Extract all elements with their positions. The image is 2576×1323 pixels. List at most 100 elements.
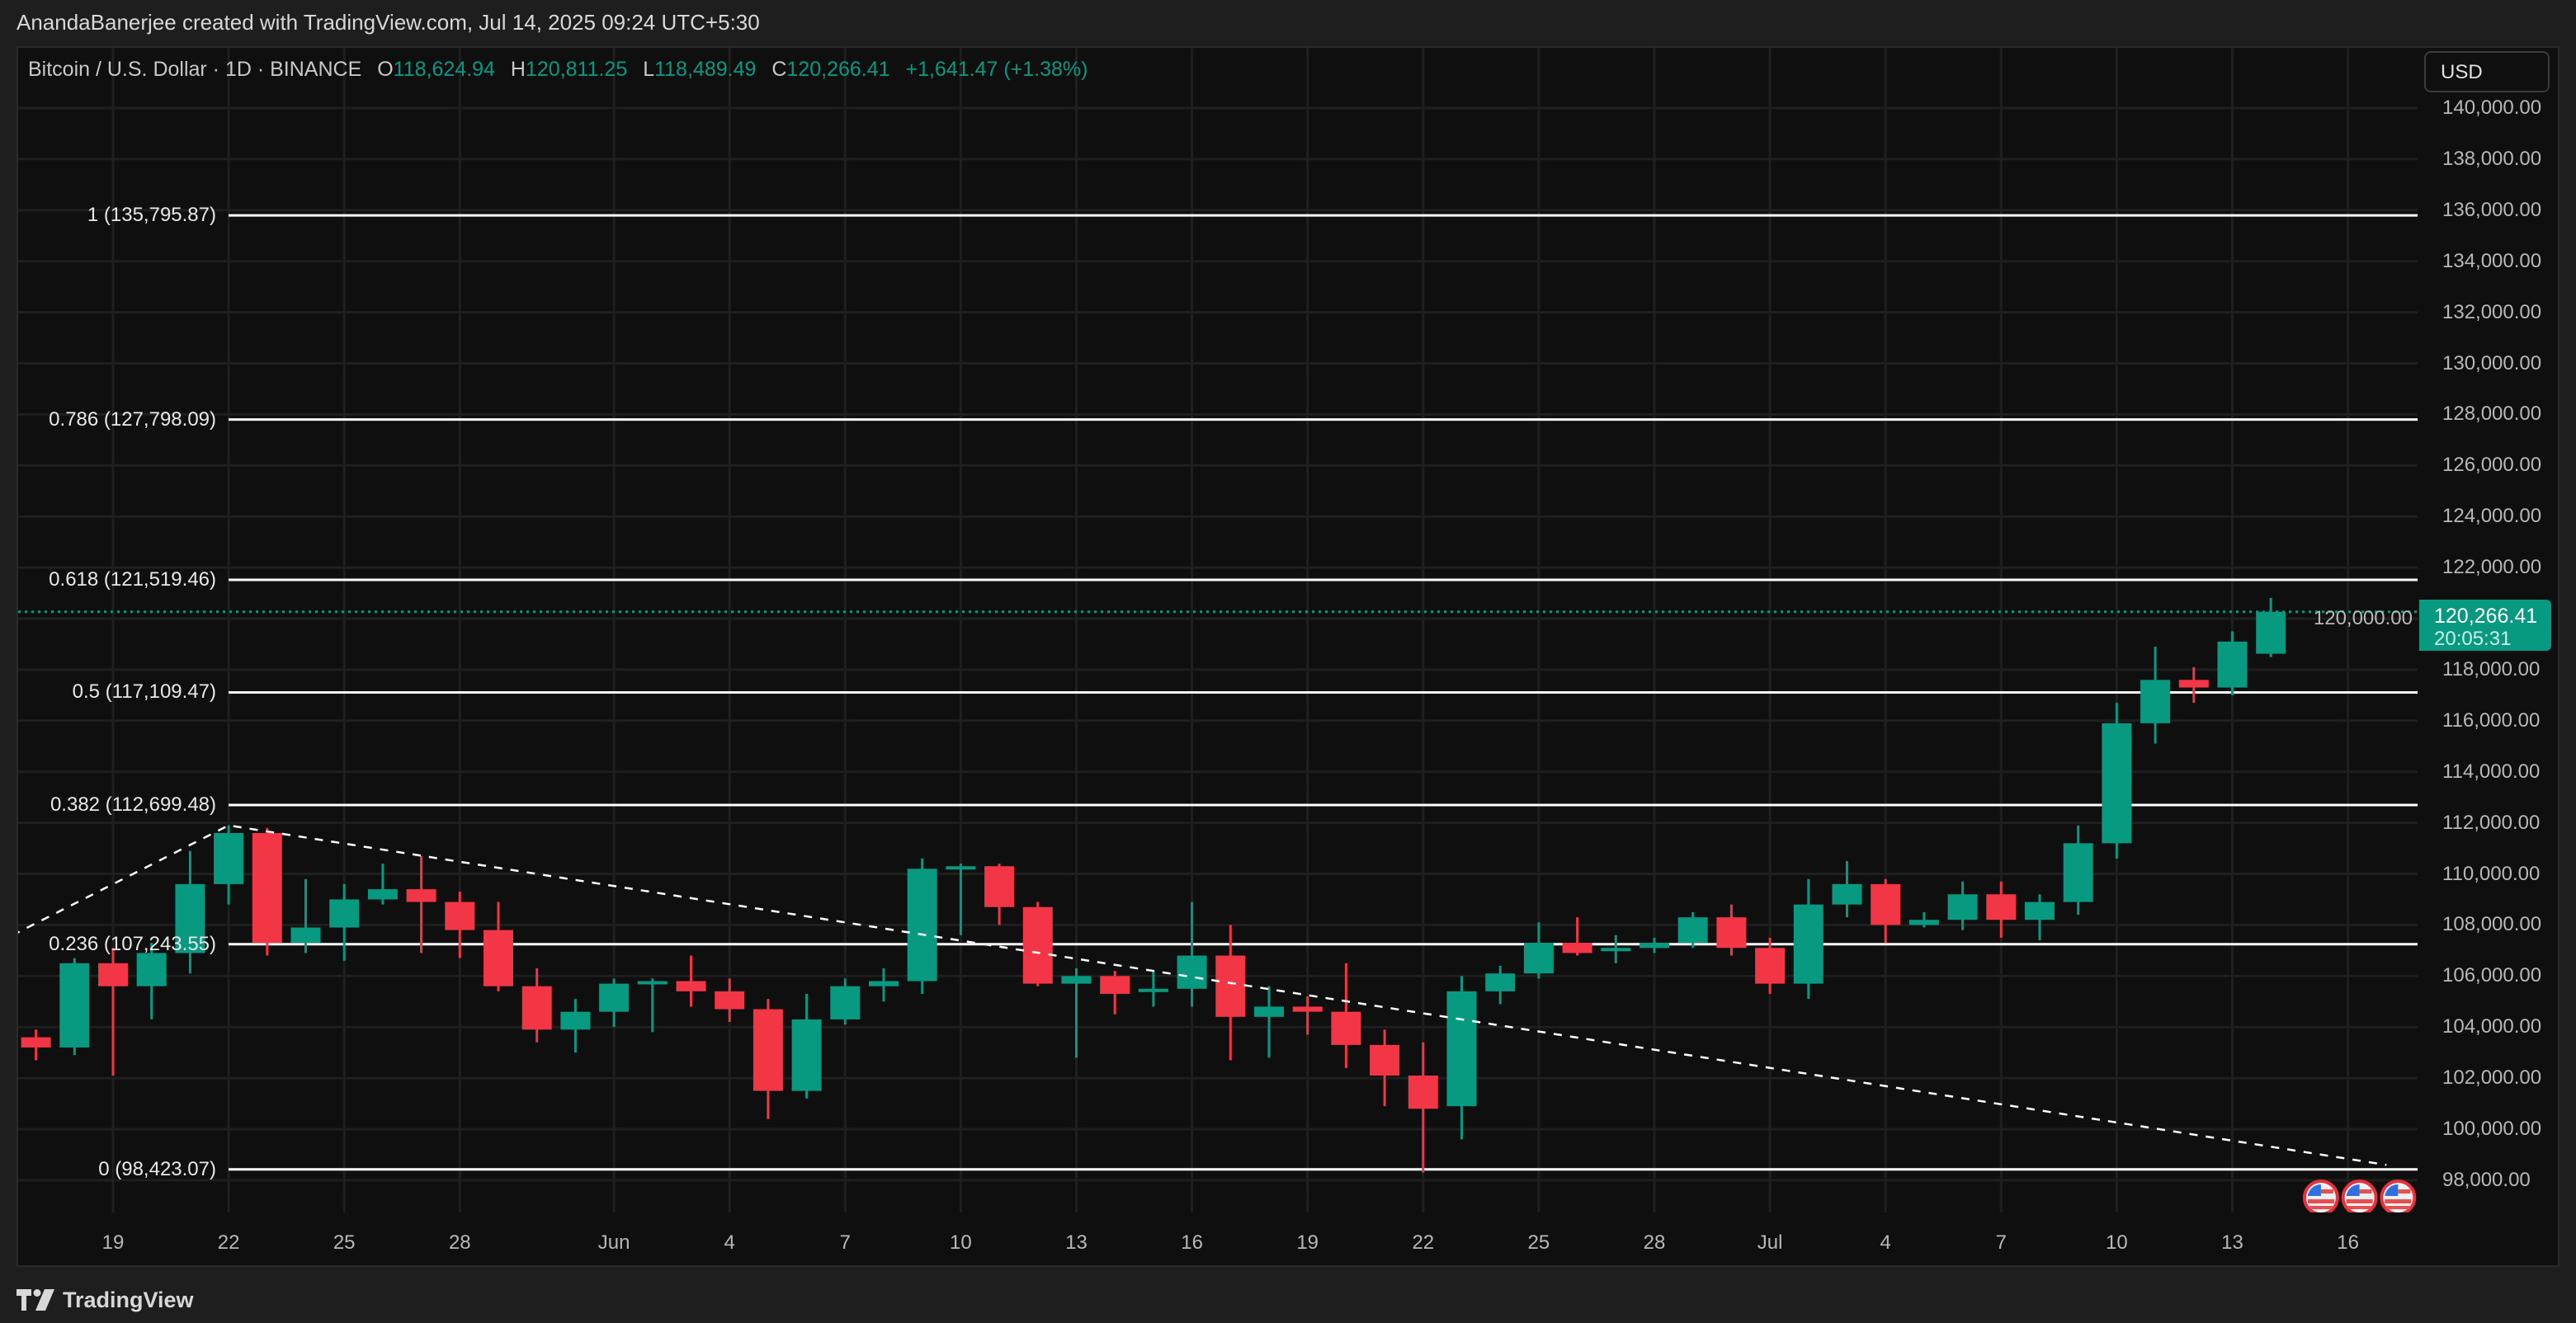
price-axis-label: 136,000.00	[2442, 198, 2542, 221]
price-axis-label: 128,000.00	[2442, 403, 2542, 426]
price-axis-label: 130,000.00	[2442, 351, 2542, 374]
attribution-bar: AnandaBanerjee created with TradingView.…	[0, 0, 2576, 46]
candle-body-up	[2025, 902, 2055, 920]
price-axis-label: 122,000.00	[2442, 556, 2542, 579]
candle-body-down	[1292, 1006, 1323, 1012]
last-price: 120,266.41	[2434, 605, 2538, 628]
candle-body-down	[1022, 906, 1053, 984]
close-value: 120,266.41	[786, 58, 890, 81]
candle-body-down	[21, 1037, 51, 1048]
trendline-dashed	[18, 824, 2387, 1166]
price-axis-label: 140,000.00	[2442, 97, 2542, 119]
time-axis-label: 10	[2106, 1231, 2128, 1254]
currency-button[interactable]: USD	[2424, 51, 2550, 92]
fib-level-label: 1 (135,795.87)	[87, 204, 216, 227]
candle-body-down	[98, 963, 128, 986]
time-axis-label: 19	[101, 1231, 125, 1254]
price-axis-label: 114,000.00	[2442, 760, 2541, 783]
time-axis-label: 13	[2221, 1231, 2243, 1254]
symbol-legend: Bitcoin / U.S. Dollar · 1D · BINANCE O11…	[28, 58, 1087, 82]
price-axis-label: 112,000.00	[2442, 811, 2541, 834]
candle-body-up	[1485, 973, 1516, 991]
candle-body-down	[1408, 1076, 1438, 1109]
close-label: C	[771, 58, 787, 81]
candle-body-up	[1446, 991, 1477, 1107]
time-axis-label: 22	[1412, 1231, 1435, 1254]
candle-body-up	[2063, 843, 2093, 902]
candle-body-up	[1639, 943, 1669, 949]
time-axis-label: 28	[448, 1231, 471, 1254]
symbol-title[interactable]: Bitcoin / U.S. Dollar · 1D · BINANCE	[28, 58, 362, 81]
fib-level-label: 0.382 (112,699.48)	[50, 793, 216, 816]
open-value: 118,624.94	[393, 58, 495, 81]
candle-body-up	[2217, 641, 2248, 688]
footer-brand-text: TradingView	[63, 1287, 194, 1312]
fib-level-label: 0.5 (117,109.47)	[72, 680, 216, 704]
candle-body-up	[1177, 955, 1207, 989]
fib-level-label: 0 (98,423.07)	[98, 1157, 216, 1180]
candle-body-down	[984, 866, 1015, 907]
candle-body-up	[290, 927, 321, 944]
candle-body-up	[214, 832, 244, 884]
candle-body-down	[252, 832, 282, 944]
bar-countdown: 20:05:31	[2434, 628, 2512, 650]
candle-body-down	[2178, 680, 2209, 688]
time-axis-label: 19	[1296, 1231, 1319, 1254]
candle-body-down	[1331, 1011, 1361, 1045]
price-axis-label: 118,000.00	[2442, 657, 2541, 680]
candle-body-down	[406, 889, 436, 902]
fib-level-label: 0.618 (121,519.46)	[49, 567, 216, 591]
price-axis-label: 110,000.00	[2442, 862, 2541, 885]
time-axis-label: 4	[1880, 1231, 1891, 1254]
price-axis-label: 120,000.00	[2313, 607, 2413, 629]
candle-body-up	[560, 1011, 591, 1030]
price-axis-label: 126,000.00	[2442, 454, 2542, 477]
candle-body-up	[2140, 680, 2171, 723]
fib-level-label: 0.236 (107,243.55)	[49, 932, 216, 955]
fib-level-label: 0.786 (127,798.09)	[49, 407, 216, 431]
open-label: O	[377, 58, 394, 81]
candle-body-down	[676, 981, 706, 991]
candle-body-up	[599, 983, 630, 1012]
candle-body-down	[1755, 948, 1786, 984]
candle-body-up	[1947, 894, 1978, 920]
price-axis-label: 104,000.00	[2442, 1015, 2542, 1038]
time-axis-label: 7	[1995, 1231, 2007, 1254]
candle-body-up	[329, 899, 360, 928]
candle-body-up	[1061, 976, 1092, 984]
footer-brand[interactable]: TradingView	[17, 1283, 194, 1316]
chart-pane[interactable]	[17, 46, 2559, 1267]
candle-body-down	[1215, 955, 1246, 1017]
time-axis-label: 4	[724, 1231, 735, 1254]
low-label: L	[643, 58, 655, 81]
candle-body-up	[830, 986, 861, 1019]
time-axis-label: 16	[2337, 1231, 2359, 1254]
candle-body-down	[1871, 883, 1901, 925]
price-axis-label: 100,000.00	[2442, 1118, 2542, 1140]
candle-body-up	[136, 953, 167, 986]
candle-body-up	[1793, 904, 1823, 984]
us-flag-icon	[2302, 1179, 2339, 1212]
change-value: +1,641.47 (+1.38%)	[905, 58, 1088, 81]
candle-body-up	[1677, 917, 1708, 944]
time-axis-label: Jun	[597, 1231, 630, 1254]
candle-body-up	[869, 981, 899, 986]
candle-body-up	[1832, 883, 1862, 905]
candle-body-down	[1562, 943, 1592, 953]
time-axis-label: 25	[333, 1231, 356, 1254]
price-axis-label: 132,000.00	[2442, 300, 2542, 323]
candle-body-down	[521, 986, 552, 1030]
us-flag-icon	[2380, 1179, 2417, 1212]
time-axis-label: 16	[1181, 1231, 1203, 1254]
candle-body-up	[175, 883, 205, 953]
candle-body-up	[1601, 948, 1631, 952]
candle-body-up	[1908, 920, 1939, 925]
time-axis-label: 28	[1643, 1231, 1666, 1254]
candle-body-up	[2102, 723, 2132, 844]
candle-body-up	[907, 869, 937, 982]
price-axis-label: 138,000.00	[2442, 147, 2542, 170]
high-label: H	[510, 58, 526, 81]
price-axis-label: 98,000.00	[2442, 1168, 2531, 1191]
time-axis-label: Jul	[1757, 1231, 1783, 1254]
